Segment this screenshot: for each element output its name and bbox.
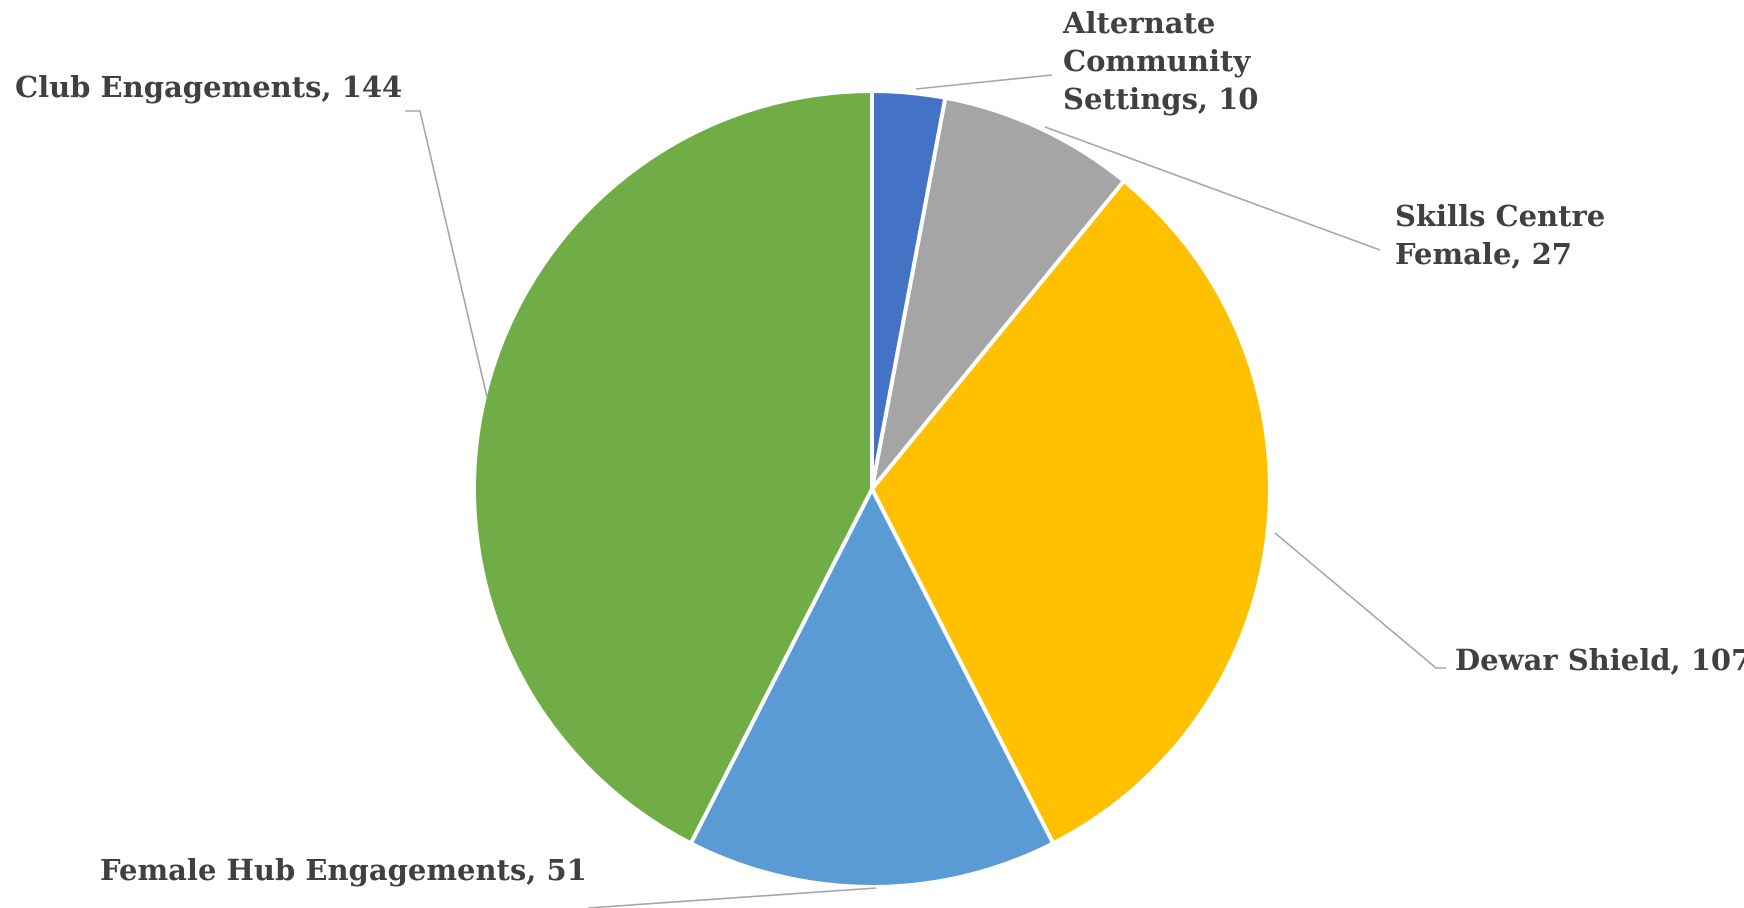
leader-line-alternate-community-settings (915, 74, 1053, 90)
pie-slice-skills-centre-female (870, 95, 1127, 491)
data-label-line: Female Hub Engagements, 51 (100, 853, 587, 887)
data-label-dewar-shield: Dewar Shield, 107 (1455, 643, 1744, 677)
data-label-line: Alternate (1062, 6, 1215, 40)
leader-lines (405, 74, 1446, 908)
data-label-alternate-community-settings: Alternate Community Settings, 10 (1062, 6, 1258, 116)
data-labels: Alternate Community Settings, 10 Skills Cen… (15, 6, 1744, 887)
data-label-line: Female, 27 (1395, 237, 1572, 271)
data-label-line: Dewar Shield, 107 (1455, 643, 1744, 677)
data-label-line: Settings, 10 (1063, 82, 1258, 116)
data-label-line: Club Engagements, 144 (15, 70, 402, 104)
pie-slice-dewar-shield (870, 178, 1272, 846)
data-label-club-engagements: Club Engagements, 144 (15, 70, 402, 104)
leader-line-club-engagements (405, 110, 488, 398)
data-label-line: Community (1063, 44, 1251, 78)
data-label-line: Skills Centre (1395, 199, 1605, 233)
leader-line-dewar-shield (1274, 532, 1446, 669)
pie-slices (472, 89, 1272, 889)
leader-line-skills-centre-female (1044, 126, 1381, 251)
data-label-skills-centre-female: Skills Centre Female, 27 (1395, 199, 1605, 271)
leader-line-female-hub-engagements (587, 887, 877, 908)
pie-slice-club-engagements (472, 89, 874, 846)
pie-slice-female-hub-engagements (688, 487, 1056, 889)
data-label-female-hub-engagements: Female Hub Engagements, 51 (100, 853, 587, 887)
